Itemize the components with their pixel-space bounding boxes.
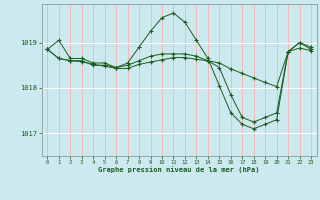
X-axis label: Graphe pression niveau de la mer (hPa): Graphe pression niveau de la mer (hPa) — [99, 167, 260, 173]
